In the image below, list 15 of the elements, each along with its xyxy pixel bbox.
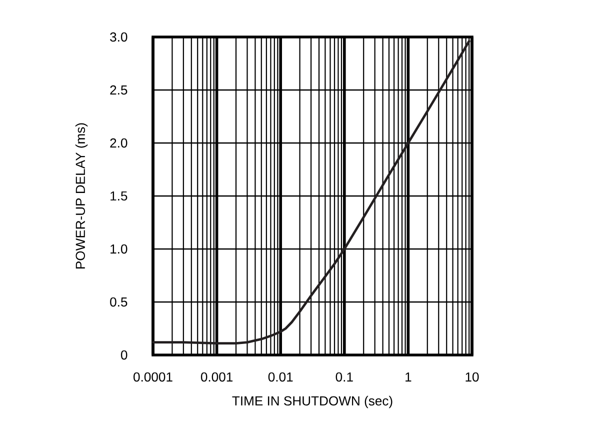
y-tick-label: 2.0: [110, 138, 128, 148]
x-tick-label: 0.0001: [134, 372, 172, 382]
x-tick-label: 1: [406, 372, 412, 382]
y-tick-label: 0.5: [110, 297, 128, 307]
x-tick-label: 10: [466, 372, 479, 382]
x-tick-label: 0.1: [336, 372, 353, 382]
y-tick-label: 0: [120, 350, 128, 360]
y-tick-label: 1.5: [110, 191, 128, 201]
y-tick-label: 1.0: [110, 244, 128, 254]
x-tick-label: 0.001: [200, 372, 233, 382]
y-axis-title: POWER-UP DELAY (ms): [75, 123, 88, 268]
x-tick-label: 0.01: [268, 372, 293, 382]
y-tick-label: 2.5: [110, 85, 128, 95]
x-axis-title: TIME IN SHUTDOWN (sec): [232, 396, 392, 408]
y-tick-label: 3.0: [110, 32, 128, 42]
